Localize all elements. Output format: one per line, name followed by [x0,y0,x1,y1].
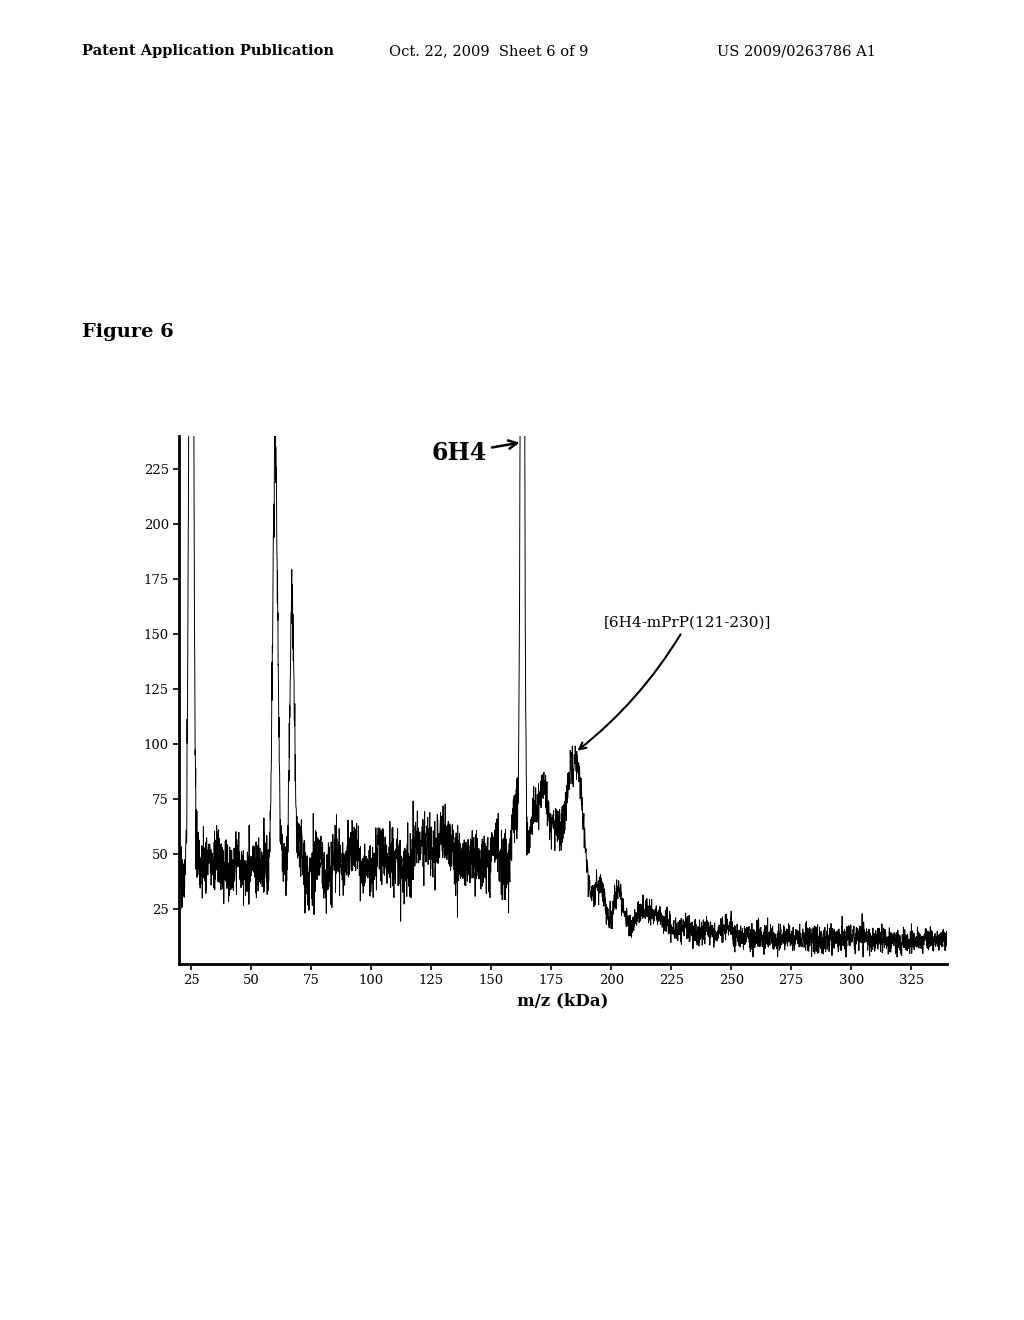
Text: US 2009/0263786 A1: US 2009/0263786 A1 [717,45,876,58]
Text: Oct. 22, 2009  Sheet 6 of 9: Oct. 22, 2009 Sheet 6 of 9 [389,45,589,58]
Text: [6H4-mPrP(121-230)]: [6H4-mPrP(121-230)] [580,615,771,750]
Text: Patent Application Publication: Patent Application Publication [82,45,334,58]
Text: 6H4: 6H4 [431,441,517,465]
Text: Figure 6: Figure 6 [82,322,174,341]
X-axis label: m/z (kDa): m/z (kDa) [517,993,609,1010]
